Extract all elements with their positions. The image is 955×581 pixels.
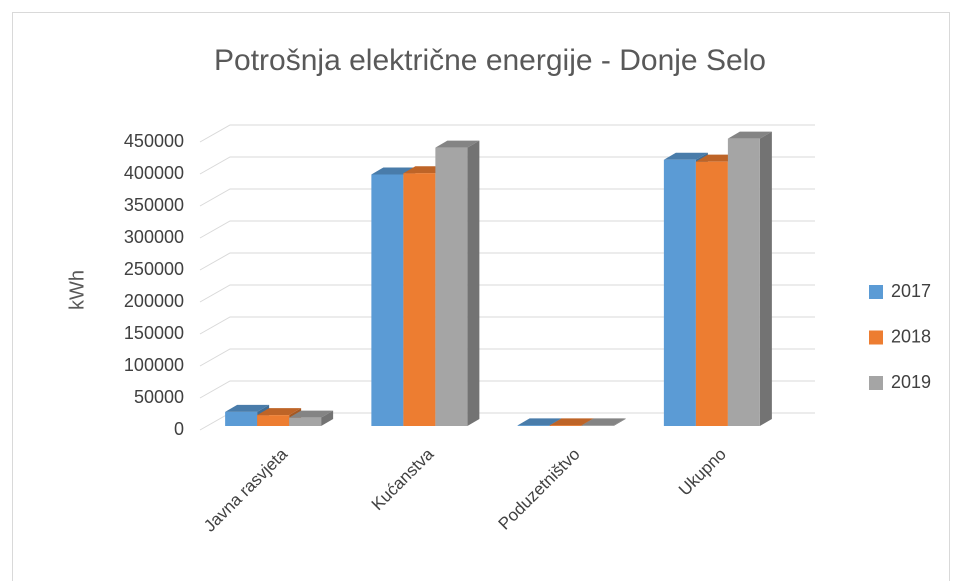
chart-title: Potrošnja električne energije - Donje Se… bbox=[214, 44, 766, 77]
y-tick-label: 350000 bbox=[124, 195, 184, 215]
bar-top bbox=[435, 140, 480, 148]
bar-top bbox=[727, 131, 772, 139]
bar-top bbox=[549, 418, 594, 426]
bar-side bbox=[759, 131, 772, 426]
bar-top bbox=[663, 152, 708, 160]
bar-top bbox=[517, 418, 562, 426]
y-tick-label: 250000 bbox=[124, 259, 184, 279]
y-tick-label: 200000 bbox=[124, 291, 184, 311]
y-axis-label: kWh bbox=[66, 270, 88, 310]
bar bbox=[289, 417, 322, 426]
legend-swatch bbox=[869, 376, 883, 390]
y-tick-label: 100000 bbox=[124, 355, 184, 375]
grid-line bbox=[199, 284, 815, 303]
grid-line bbox=[199, 124, 815, 143]
bar bbox=[371, 174, 404, 426]
bar-top bbox=[257, 408, 302, 416]
y-tick-label: 450000 bbox=[124, 131, 184, 151]
legend-swatch bbox=[869, 330, 883, 345]
bar bbox=[695, 161, 728, 426]
legend-swatch bbox=[869, 285, 883, 299]
bar bbox=[435, 147, 468, 426]
y-tick-label: 400000 bbox=[124, 163, 184, 183]
grid-line bbox=[199, 252, 815, 271]
y-tick-label: 0 bbox=[174, 419, 184, 439]
bar bbox=[581, 425, 614, 426]
bar-side bbox=[321, 410, 334, 426]
grid-line bbox=[199, 316, 815, 335]
bar bbox=[663, 159, 696, 426]
bar bbox=[517, 425, 550, 426]
y-tick-label: 50000 bbox=[134, 387, 184, 407]
bar-top bbox=[289, 410, 334, 418]
bar bbox=[225, 411, 258, 426]
grid-line bbox=[199, 156, 815, 175]
legend-label: 2018 bbox=[891, 326, 931, 346]
bar-top bbox=[581, 418, 626, 426]
y-tick-label: 300000 bbox=[124, 227, 184, 247]
bar-side bbox=[613, 418, 626, 426]
bar bbox=[403, 173, 436, 426]
grid-line bbox=[199, 220, 815, 239]
legend-label: 2019 bbox=[891, 372, 931, 392]
bar bbox=[549, 425, 582, 426]
bar-top bbox=[225, 404, 270, 412]
legend-label: 2017 bbox=[891, 281, 931, 301]
grid-line bbox=[199, 348, 815, 367]
bar bbox=[727, 138, 760, 426]
chart-border bbox=[12, 12, 950, 581]
bar-side bbox=[467, 140, 480, 426]
y-tick-label: 150000 bbox=[124, 323, 184, 343]
grid-line bbox=[199, 188, 815, 207]
grid-line bbox=[199, 380, 815, 399]
bar bbox=[257, 415, 290, 426]
